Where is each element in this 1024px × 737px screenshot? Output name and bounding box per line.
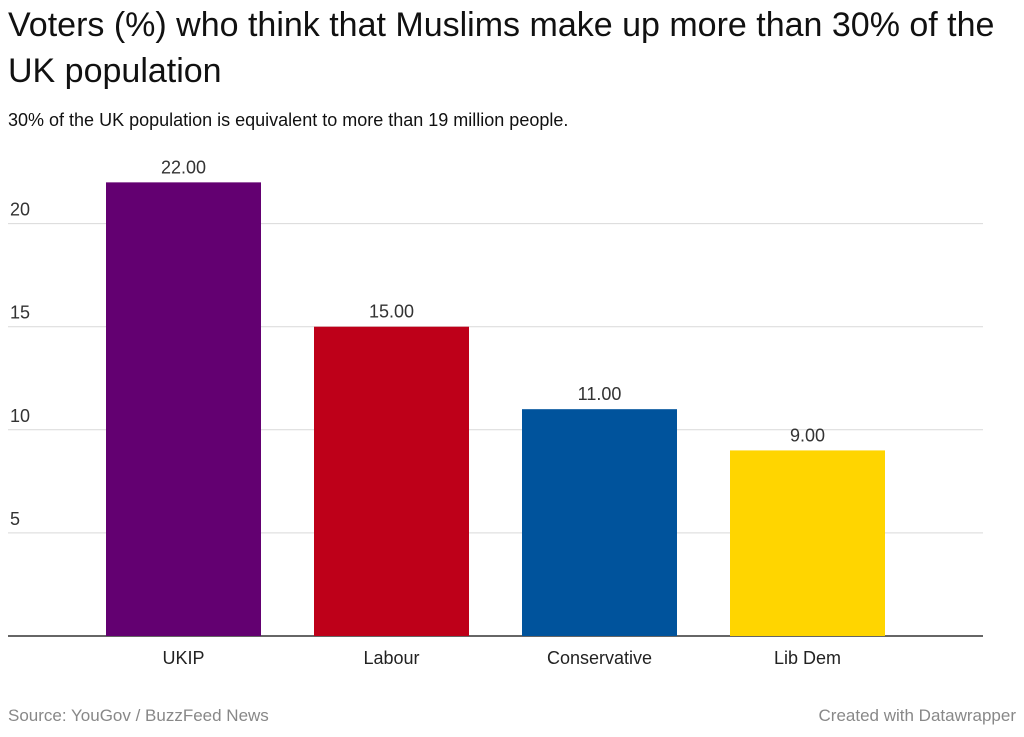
y-tick-label: 5 (10, 509, 20, 529)
category-label: Conservative (547, 648, 652, 668)
datawrapper-credit[interactable]: Created with Datawrapper (818, 706, 1016, 725)
bar-conservative (522, 409, 677, 636)
y-tick-label: 20 (10, 200, 30, 220)
category-label: Lib Dem (774, 648, 841, 668)
bar-chart: 5 10 15 20 22.00 UKIP 15.00 Labour 11.00 Conserva… (8, 157, 983, 668)
value-label: 9.00 (790, 425, 825, 445)
labels: 5 10 15 20 22.00 UKIP 15.00 Labour 11.00 Conserva… (10, 157, 841, 668)
chart-title: Voters (%) who think that Muslims make u… (8, 6, 995, 90)
chart-subtitle: 30% of the UK population is equivalent t… (8, 110, 569, 130)
y-tick-label: 15 (10, 303, 30, 323)
bar-lib-dem (730, 450, 885, 636)
bar-ukip (106, 182, 261, 637)
value-label: 22.00 (161, 157, 206, 177)
category-label: UKIP (162, 648, 204, 668)
bars (106, 182, 885, 637)
bar-labour (314, 326, 469, 636)
value-label: 15.00 (369, 302, 414, 322)
category-label: Labour (363, 648, 419, 668)
value-label: 11.00 (578, 384, 622, 404)
y-tick-label: 10 (10, 406, 30, 426)
source-note: Source: YouGov / BuzzFeed News (8, 706, 269, 725)
